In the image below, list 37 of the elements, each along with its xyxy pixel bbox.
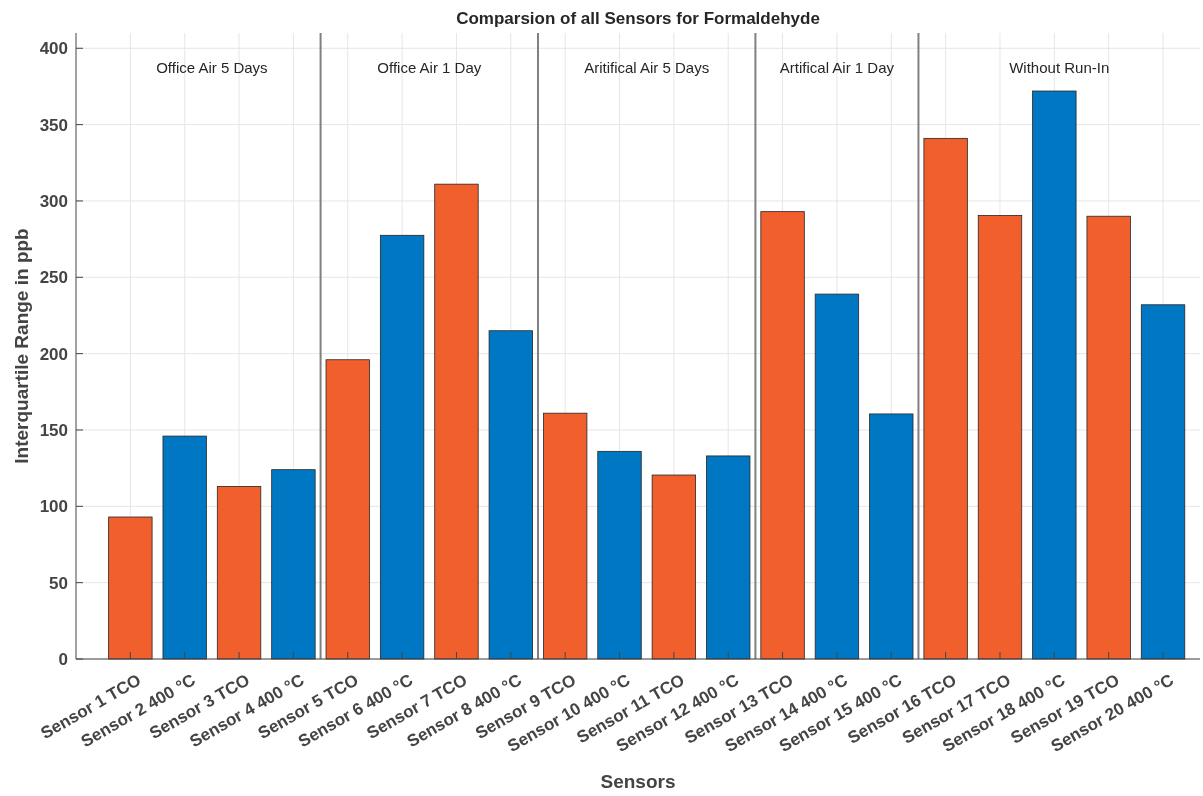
y-tick-label: 50 bbox=[49, 573, 68, 593]
bar bbox=[869, 413, 914, 660]
y-tick-label: 250 bbox=[39, 268, 68, 288]
y-tick-label: 200 bbox=[39, 344, 68, 364]
bar bbox=[162, 435, 207, 660]
bar bbox=[1086, 215, 1131, 660]
y-tick-label: 150 bbox=[39, 420, 68, 440]
bar bbox=[1140, 304, 1186, 660]
bar bbox=[1032, 90, 1077, 660]
y-tick-label: 100 bbox=[39, 497, 68, 517]
y-tick-label: 0 bbox=[58, 649, 68, 669]
bar bbox=[325, 359, 370, 660]
bar bbox=[760, 211, 805, 660]
bar bbox=[488, 330, 533, 660]
annotation: Aritifical Air 5 Days bbox=[584, 59, 710, 76]
bar bbox=[108, 516, 153, 660]
bar bbox=[977, 215, 1023, 660]
bar bbox=[216, 486, 262, 660]
chart-title: Comparsion of all Sensors for Formaldehyde bbox=[456, 9, 820, 28]
bar bbox=[597, 450, 642, 660]
annotation: Office Air 5 Days bbox=[156, 59, 268, 76]
bar bbox=[379, 234, 425, 660]
y-tick-label: 400 bbox=[39, 39, 68, 59]
bar bbox=[706, 455, 751, 660]
bar bbox=[434, 183, 479, 660]
bar bbox=[651, 474, 697, 660]
y-tick-label: 300 bbox=[39, 191, 68, 211]
annotation: Office Air 1 Day bbox=[377, 59, 482, 76]
bar bbox=[814, 293, 860, 660]
annotation: Artifical Air 1 Day bbox=[779, 59, 895, 76]
x-axis-title: Sensors bbox=[600, 771, 676, 792]
annotation: Without Run-In bbox=[1009, 59, 1110, 76]
bar bbox=[923, 137, 968, 660]
y-tick-label: 350 bbox=[39, 115, 68, 135]
bar bbox=[271, 469, 316, 660]
bar bbox=[543, 412, 588, 660]
y-axis-title: Interquartile Range in ppb bbox=[11, 228, 32, 464]
